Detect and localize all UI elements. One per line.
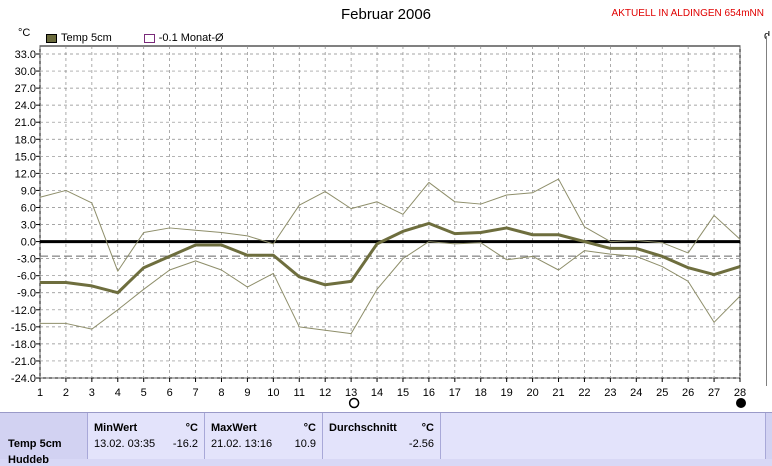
stats-row-label: Temp 5cm <box>8 438 62 450</box>
x-tick-label: 15 <box>397 387 409 399</box>
y-tick-label: 6.0 <box>21 202 36 214</box>
new-moon-icon <box>736 398 746 408</box>
x-tick-label: 4 <box>115 387 121 399</box>
y-tick-label: 21.0 <box>15 117 36 129</box>
x-tick-label: 18 <box>475 387 487 399</box>
y-tick-label: 3.0 <box>21 220 36 232</box>
x-tick-label: 1 <box>37 387 43 399</box>
x-tick-label: 12 <box>319 387 331 399</box>
x-tick-label: 28 <box>734 387 746 399</box>
x-tick-label: 20 <box>526 387 538 399</box>
y-tick-label: 15.0 <box>15 151 36 163</box>
stats-panel: Temp 5cm Huddeb MinWert °C 13.02. 03:35 … <box>0 412 772 466</box>
y-tick-label: -12.0 <box>11 305 36 317</box>
x-tick-label: 16 <box>423 387 435 399</box>
max-unit: °C <box>303 422 316 434</box>
x-tick-label: 13 <box>345 387 357 399</box>
y-tick-label: -24.0 <box>11 373 36 385</box>
legend-swatch-temp <box>46 33 57 43</box>
x-tick-label: 10 <box>267 387 279 399</box>
full-moon-icon <box>348 397 360 409</box>
y-tick-label: -15.0 <box>11 322 36 334</box>
legend: Temp 5cm -0.1 Monat-Ø <box>46 32 224 44</box>
x-tick-label: 17 <box>449 387 461 399</box>
series-line-temp <box>40 221 741 295</box>
chart-title: Februar 2006 <box>340 6 432 23</box>
min-unit: °C <box>185 422 198 434</box>
plot-frame <box>39 45 741 379</box>
empty-stats-cell <box>441 413 766 459</box>
stats-row-label-cell: Temp 5cm Huddeb <box>0 413 88 466</box>
max-value: 10.9 <box>294 438 316 450</box>
x-tick-label: 25 <box>656 387 668 399</box>
x-tick-label: 2 <box>63 387 69 399</box>
legend-swatch-avg <box>143 33 155 43</box>
avg-unit: °C <box>421 422 434 434</box>
y-tick-label: 27.0 <box>15 83 36 95</box>
y-tick-label: 9.0 <box>21 185 36 197</box>
min-header: MinWert <box>94 422 138 434</box>
legend-label-avg: -0.1 Monat-Ø <box>158 32 224 44</box>
max-value-cell: MaxWert °C 21.02. 13:16 10.9 <box>205 413 323 459</box>
y-tick-label: 24.0 <box>15 100 36 112</box>
x-tick-label: 7 <box>192 387 198 399</box>
x-tick-label: 8 <box>218 387 224 399</box>
right-scrollbar[interactable] <box>766 36 772 386</box>
x-tick-label: 22 <box>578 387 590 399</box>
max-header: MaxWert <box>211 422 257 434</box>
x-tick-label: 11 <box>294 387 305 399</box>
min-value: -16.2 <box>172 438 198 450</box>
x-tick-label: 6 <box>167 387 173 399</box>
x-tick-label: 27 <box>708 387 720 399</box>
current-location-label[interactable]: AKTUELL IN ALDINGEN 654mNN <box>611 8 764 19</box>
avg-value: -2.56 <box>408 438 434 450</box>
x-tick-label: 21 <box>552 387 564 399</box>
y-tick-label: 18.0 <box>15 134 36 146</box>
x-tick-label: 3 <box>89 387 95 399</box>
y-tick-label: 0.0 <box>21 237 36 249</box>
x-tick-label: 9 <box>244 387 250 399</box>
y-tick-label: -6.0 <box>17 271 36 283</box>
y-tick-label: -21.0 <box>11 356 36 368</box>
series-line-max <box>39 178 741 272</box>
x-tick-label: 23 <box>604 387 616 399</box>
x-tick-label: 24 <box>630 387 642 399</box>
min-date: 13.02. 03:35 <box>94 438 156 450</box>
x-tick-label: 5 <box>141 387 147 399</box>
x-tick-label: 19 <box>501 387 513 399</box>
y-tick-label: 12.0 <box>15 168 36 180</box>
legend-label-temp: Temp 5cm <box>61 32 112 44</box>
x-tick-label: 14 <box>371 387 383 399</box>
min-value-cell: MinWert °C 13.02. 03:35 -16.2 <box>88 413 205 459</box>
y-tick-label: -18.0 <box>11 339 36 351</box>
y-tick-label: -3.0 <box>17 254 36 266</box>
average-cell: Durchschnitt °C -2.56 <box>323 413 441 459</box>
temperature-chart: 33.030.027.024.021.018.015.012.09.06.03.… <box>11 45 746 409</box>
y-axis-unit: °C <box>18 27 31 39</box>
y-tick-label: 33.0 <box>15 49 36 61</box>
legend-item-temp[interactable]: Temp 5cm <box>46 32 112 44</box>
y-tick-label: 30.0 <box>15 66 36 78</box>
y-tick-label: -9.0 <box>17 288 36 300</box>
x-tick-label: 26 <box>682 387 694 399</box>
stats-row-label-2: Huddeb <box>8 454 49 466</box>
max-date: 21.02. 13:16 <box>211 438 273 450</box>
series-line-min <box>40 241 741 335</box>
legend-item-avg[interactable]: -0.1 Monat-Ø <box>143 32 224 44</box>
avg-header: Durchschnitt <box>329 422 397 434</box>
